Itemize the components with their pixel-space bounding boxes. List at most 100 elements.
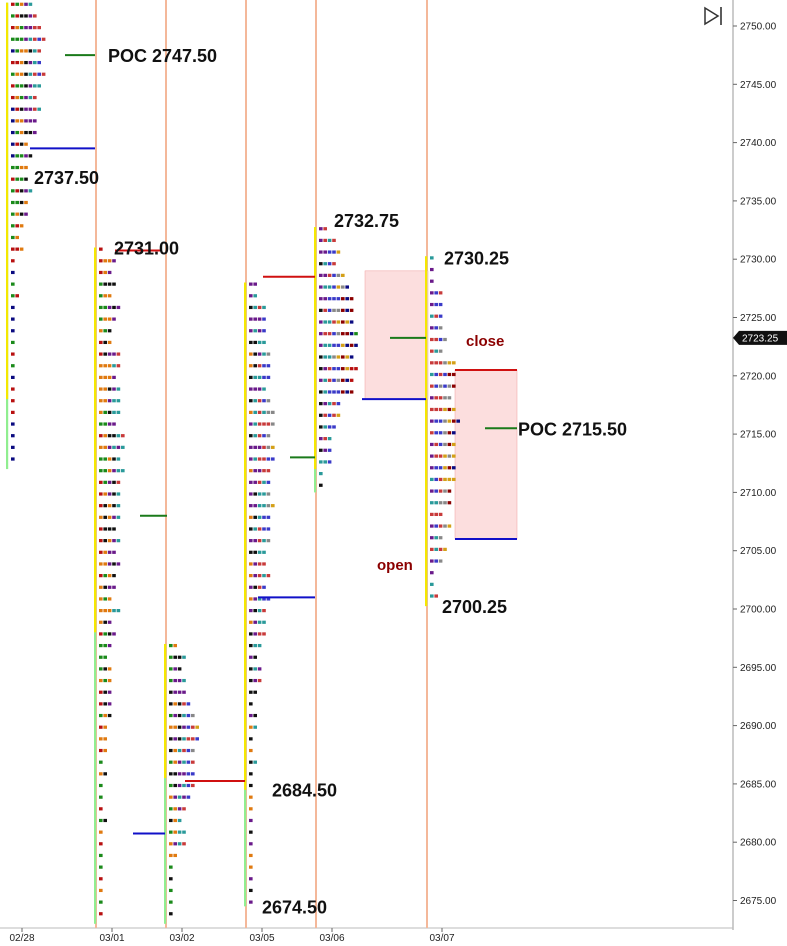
tpo-letter-mark bbox=[249, 632, 253, 636]
tpo-letter-mark bbox=[107, 539, 112, 543]
low-label-0305: 2684.50 bbox=[272, 781, 337, 801]
tpo-letter-mark bbox=[103, 609, 107, 613]
tpo-letter-mark bbox=[169, 912, 173, 916]
tpo-letter-mark bbox=[327, 437, 332, 441]
tpo-letter-mark bbox=[107, 422, 112, 426]
tpo-letter-mark bbox=[24, 130, 28, 135]
tpo-letter-mark bbox=[430, 431, 434, 435]
tpo-letter-mark bbox=[103, 445, 107, 449]
tpo-letter-mark bbox=[186, 760, 191, 764]
tpo-letter-mark bbox=[173, 807, 177, 811]
tpo-letter-mark bbox=[257, 445, 262, 449]
tpo-letter-mark bbox=[262, 609, 266, 613]
tpo-letter-mark bbox=[112, 399, 116, 403]
tpo-letter-mark bbox=[24, 84, 28, 88]
tpo-letter-mark bbox=[33, 84, 37, 88]
tpo-letter-mark bbox=[103, 527, 107, 531]
tpo-letter-mark bbox=[99, 410, 103, 414]
tpo-letter-mark bbox=[11, 364, 15, 368]
tpo-letter-mark bbox=[37, 84, 41, 88]
tpo-letter-mark bbox=[103, 748, 107, 753]
tpo-letter-mark bbox=[116, 410, 121, 414]
tpo-letter-mark bbox=[121, 445, 125, 449]
tpo-letter-mark bbox=[37, 37, 41, 41]
date-tick-label: 03/07 bbox=[429, 933, 454, 944]
tpo-letter-mark bbox=[434, 407, 438, 412]
tpo-letter-mark bbox=[24, 60, 28, 65]
tpo-letter-mark bbox=[452, 466, 456, 470]
tpo-letter-mark bbox=[253, 399, 257, 403]
tpo-letter-mark bbox=[11, 399, 15, 403]
tpo-letter-mark bbox=[103, 282, 107, 286]
tpo-letter-mark bbox=[103, 737, 107, 741]
tpo-letter-mark bbox=[24, 72, 28, 76]
tpo-letter-mark bbox=[19, 154, 24, 158]
tpo-letter-mark bbox=[99, 655, 103, 659]
tpo-letter-mark bbox=[11, 340, 15, 345]
tpo-letter-mark bbox=[447, 396, 452, 400]
tpo-letter-mark bbox=[319, 402, 323, 406]
tpo-letter-mark bbox=[443, 547, 447, 551]
tpo-letter-mark bbox=[249, 305, 253, 310]
tpo-letter-mark bbox=[332, 308, 336, 312]
tpo-letter-mark bbox=[447, 442, 452, 447]
tpo-letter-mark bbox=[28, 72, 33, 76]
tpo-letter-mark bbox=[112, 317, 116, 321]
tpo-letter-mark bbox=[186, 783, 191, 788]
tpo-letter-mark bbox=[11, 60, 15, 65]
tpo-letter-mark bbox=[323, 308, 327, 312]
tpo-letter-mark bbox=[438, 384, 443, 388]
tpo-letter-mark bbox=[15, 72, 19, 76]
tpo-letter-mark bbox=[253, 690, 257, 694]
tpo-letter-mark bbox=[262, 375, 266, 380]
tpo-letter-mark bbox=[262, 620, 266, 624]
tpo-letter-mark bbox=[323, 448, 327, 452]
tpo-letter-mark bbox=[332, 402, 336, 406]
tpo-letter-mark bbox=[430, 594, 434, 598]
tpo-letter-mark bbox=[15, 224, 19, 228]
tpo-letter-mark bbox=[249, 387, 253, 391]
tpo-letter-mark bbox=[434, 291, 438, 295]
high-label-0307: 2730.25 bbox=[444, 248, 509, 268]
tpo-letter-mark bbox=[15, 14, 19, 18]
tpo-letter-mark bbox=[434, 384, 438, 388]
tpo-letter-mark bbox=[112, 609, 116, 613]
tpo-letter-mark bbox=[262, 574, 266, 578]
tpo-letter-mark bbox=[24, 14, 28, 18]
skip-to-end-button[interactable] bbox=[700, 4, 726, 28]
tpo-letter-mark bbox=[249, 480, 253, 484]
skip-to-end-icon bbox=[704, 6, 722, 26]
current-price-marker bbox=[733, 330, 787, 345]
tpo-letter-mark bbox=[177, 818, 182, 823]
tpo-letter-mark bbox=[99, 737, 103, 741]
tpo-letter-mark bbox=[319, 425, 323, 429]
tpo-letter-mark bbox=[452, 372, 456, 377]
tpo-letter-mark bbox=[447, 477, 452, 482]
tpo-letter-mark bbox=[319, 483, 323, 487]
tpo-letter-mark bbox=[332, 425, 336, 429]
tpo-letter-mark bbox=[15, 177, 19, 181]
tpo-letter-mark bbox=[345, 390, 349, 394]
tpo-letter-mark bbox=[99, 620, 103, 624]
tpo-letter-mark bbox=[11, 375, 15, 380]
tpo-letter-mark bbox=[253, 340, 257, 345]
tpo-letter-mark bbox=[266, 399, 271, 403]
tpo-letter-mark bbox=[116, 539, 121, 543]
tpo-letter-mark bbox=[266, 434, 271, 438]
tpo-letter-mark bbox=[99, 282, 103, 286]
tpo-letter-mark bbox=[103, 504, 107, 508]
tpo-letter-mark bbox=[37, 72, 41, 76]
date-tick-label: 03/02 bbox=[169, 933, 194, 944]
tpo-letter-mark bbox=[249, 329, 253, 333]
tpo-letter-mark bbox=[103, 492, 107, 496]
tpo-letter-mark bbox=[15, 142, 19, 146]
tpo-letter-mark bbox=[173, 690, 177, 694]
tpo-letter-mark bbox=[319, 320, 323, 324]
tpo-letter-mark bbox=[319, 250, 323, 254]
tpo-letter-mark bbox=[430, 536, 434, 540]
tpo-letter-mark bbox=[349, 378, 354, 382]
tpo-letter-mark bbox=[271, 445, 275, 449]
tpo-letter-mark bbox=[253, 410, 257, 414]
tpo-letter-mark bbox=[103, 713, 107, 718]
tpo-letter-mark bbox=[19, 165, 24, 170]
